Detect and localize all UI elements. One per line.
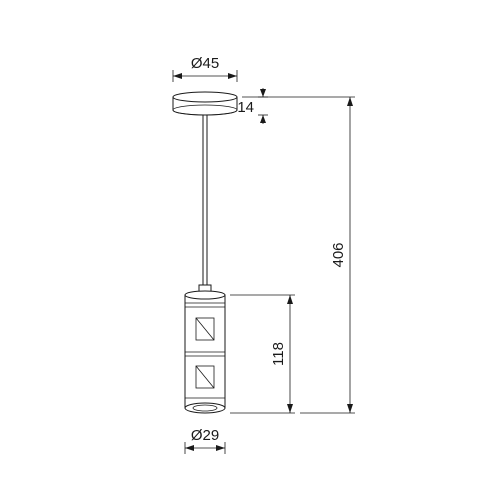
dim-canopy-diameter: Ø45 [173, 55, 237, 82]
dim-canopy-diameter-label: Ø45 [191, 55, 219, 72]
dim-body-length-label: 118 [270, 342, 287, 366]
dim-body-diameter: Ø29 [185, 427, 225, 454]
dim-overall-length-label: 406 [330, 242, 347, 267]
dim-canopy-height-label: 14 [237, 99, 254, 116]
rod [203, 115, 207, 285]
pendant-light-dimension-drawing: Ø45 14 118 406 Ø29 [0, 0, 500, 500]
dim-body-diameter-label: Ø29 [191, 427, 219, 444]
dim-body-length: 118 [230, 295, 295, 413]
canopy [173, 92, 237, 115]
dim-canopy-height: 14 [237, 88, 268, 124]
dim-overall-length: 406 [242, 97, 355, 413]
body-cylinder [185, 291, 225, 413]
